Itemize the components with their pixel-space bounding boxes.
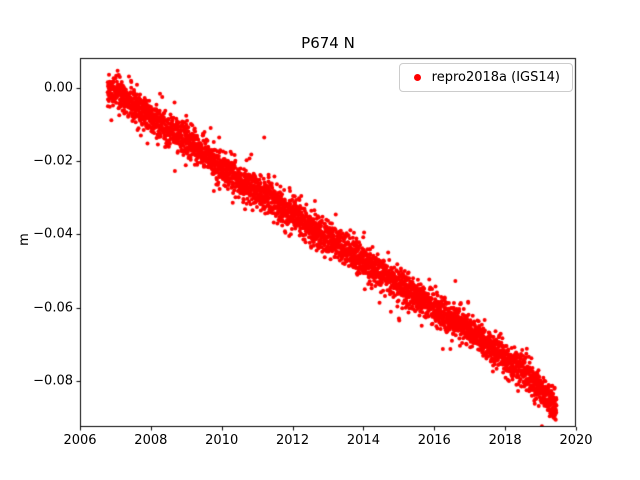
x-tick-label: 2012 [276, 433, 310, 448]
x-tick-label: 2018 [488, 433, 522, 448]
x-tick-label: 2006 [63, 433, 97, 448]
x-tick-label: 2020 [559, 433, 593, 448]
chart-title: P674 N [301, 34, 355, 52]
x-tick-label: 2010 [205, 433, 239, 448]
y-tick-label: −0.08 [33, 373, 73, 389]
y-tick-label: −0.02 [33, 153, 73, 169]
x-tick-label: 2008 [134, 433, 168, 448]
x-tick-label: 2016 [417, 433, 451, 448]
legend: repro2018a (IGS14) [398, 63, 573, 92]
y-axis-label: m [16, 233, 32, 246]
legend-label: repro2018a (IGS14) [431, 70, 560, 85]
legend-marker-icon [413, 74, 421, 81]
x-tick-label: 2014 [346, 433, 380, 448]
y-tick-label: −0.06 [33, 300, 73, 316]
y-tick-label: −0.04 [33, 226, 73, 242]
y-tick-label: 0.00 [44, 80, 73, 96]
